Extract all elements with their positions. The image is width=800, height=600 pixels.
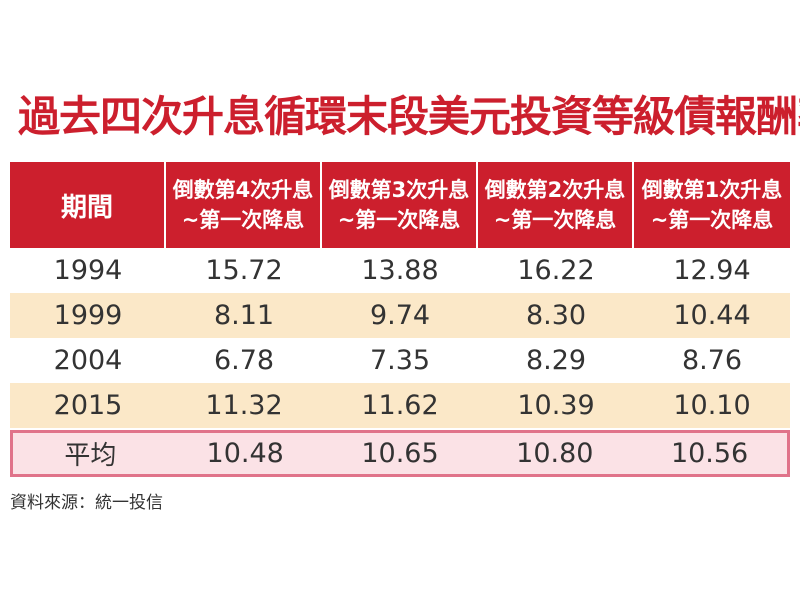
header-col-4-line1: 倒數第1次升息 — [641, 178, 783, 202]
row-period-cell: 1999 — [10, 293, 166, 338]
row-period-cell: 1994 — [10, 248, 166, 293]
table-cell: 10.44 — [634, 293, 790, 338]
table-cell: 12.94 — [634, 248, 790, 293]
source-note: 資料來源：統一投信 — [10, 493, 163, 513]
table-cell: 10.39 — [478, 383, 634, 428]
table-cell: 16.22 — [478, 248, 634, 293]
header-col-1-line1: 倒數第4次升息 — [172, 178, 314, 202]
table-cell: 8.30 — [478, 293, 634, 338]
average-row: 平均 10.48 10.65 10.80 10.56 — [10, 430, 790, 477]
header-col-1-line2: ~第一次降息 — [181, 208, 305, 232]
table-header-row: 期間 倒數第4次升息 ~第一次降息 倒數第3次升息 ~第一次降息 倒數第2次升息… — [10, 162, 790, 248]
table-cell: 7.35 — [322, 338, 478, 383]
header-col-3-line2: ~第一次降息 — [493, 208, 617, 232]
average-cell: 10.80 — [516, 438, 594, 469]
table-cell: 9.74 — [322, 293, 478, 338]
table-cell: 6.78 — [166, 338, 322, 383]
table-row: 1999 8.11 9.74 8.30 10.44 — [10, 293, 790, 338]
header-period-label: 期間 — [60, 192, 113, 223]
chart-title: 過去四次升息循環末段美元投資等級債報酬率 — [18, 92, 800, 141]
header-period: 期間 — [10, 162, 166, 248]
row-period-cell: 2015 — [10, 383, 166, 428]
table-cell: 13.88 — [322, 248, 478, 293]
header-col-2-line2: ~第一次降息 — [337, 208, 461, 232]
header-col-3-line1: 倒數第2次升息 — [484, 178, 626, 202]
header-col-4: 倒數第1次升息 ~第一次降息 — [634, 162, 790, 248]
average-cell: 10.65 — [361, 438, 439, 469]
header-col-2: 倒數第3次升息 ~第一次降息 — [322, 162, 478, 248]
header-col-2-line1: 倒數第3次升息 — [328, 178, 470, 202]
table-cell: 8.11 — [166, 293, 322, 338]
returns-table: 期間 倒數第4次升息 ~第一次降息 倒數第3次升息 ~第一次降息 倒數第2次升息… — [10, 162, 790, 477]
table-row: 1994 15.72 13.88 16.22 12.94 — [10, 248, 790, 293]
header-col-3: 倒數第2次升息 ~第一次降息 — [478, 162, 634, 248]
table-cell: 8.76 — [634, 338, 790, 383]
table-cell: 11.62 — [322, 383, 478, 428]
header-col-4-line2: ~第一次降息 — [650, 208, 774, 232]
table-row: 2015 11.32 11.62 10.39 10.10 — [10, 383, 790, 428]
table-row: 2004 6.78 7.35 8.29 8.76 — [10, 338, 790, 383]
table-cell: 11.32 — [166, 383, 322, 428]
header-col-1: 倒數第4次升息 ~第一次降息 — [166, 162, 322, 248]
average-cell: 10.56 — [670, 438, 749, 469]
table-cell: 10.10 — [634, 383, 790, 428]
average-label: 平均 — [64, 441, 117, 471]
average-cell: 10.48 — [206, 438, 284, 469]
table-cell: 15.72 — [166, 248, 322, 293]
table-cell: 8.29 — [478, 338, 634, 383]
row-period-cell: 2004 — [10, 338, 166, 383]
